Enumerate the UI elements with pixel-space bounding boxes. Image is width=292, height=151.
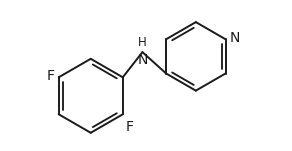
Text: H: H <box>138 36 147 49</box>
Text: F: F <box>47 69 55 83</box>
Text: F: F <box>126 120 134 134</box>
Text: N: N <box>137 53 148 67</box>
Text: N: N <box>230 31 240 45</box>
